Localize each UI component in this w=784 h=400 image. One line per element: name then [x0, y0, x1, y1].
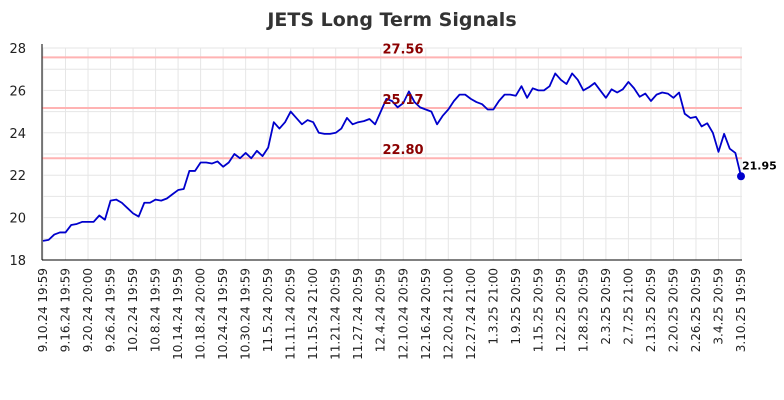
x-tick-label: 2.13.25 20:59 — [644, 268, 658, 352]
x-tick-label: 10.18.24 20:00 — [194, 268, 208, 360]
x-tick-label: 11.27.24 20:59 — [351, 268, 365, 360]
price-series — [42, 72, 742, 242]
chart-title: JETS Long Term Signals — [265, 9, 516, 31]
signal-line-label: 27.56 — [382, 42, 423, 57]
y-axis-ticks: 18 20 22 24 26 28 — [9, 42, 26, 269]
chart-grid — [42, 47, 742, 261]
signal-line-label: 25.17 — [382, 93, 423, 108]
x-tick-label: 9.10.24 19:59 — [36, 268, 50, 352]
y-tick-label: 24 — [9, 127, 26, 142]
x-tick-label: 1.22.25 20:59 — [554, 268, 568, 352]
x-tick-label: 12.27.24 21:00 — [464, 268, 478, 360]
x-tick-label: 9.26.24 19:59 — [104, 268, 118, 352]
x-tick-label: 12.4.24 20:59 — [374, 268, 388, 352]
x-tick-label: 9.16.24 19:59 — [59, 268, 73, 352]
x-tick-label: 12.16.24 20:59 — [419, 268, 433, 360]
y-tick-label: 22 — [9, 169, 26, 184]
x-axis-ticks: 9.10.24 19:59 9.16.24 19:59 9.20.24 20:00 9… — [36, 268, 748, 360]
chart-axes — [41, 44, 742, 261]
x-tick-label: 11.5.24 20:59 — [261, 268, 275, 352]
x-tick-label: 10.8.24 19:59 — [149, 268, 163, 352]
x-tick-label: 10.24.24 19:59 — [216, 268, 230, 360]
x-tick-label: 10.2.24 19:59 — [126, 268, 140, 352]
last-value-label: 21.95 — [742, 159, 777, 172]
x-tick-label: 1.3.25 21:00 — [486, 268, 500, 345]
signal-labels: 27.56 25.17 22.80 — [382, 42, 423, 158]
signal-lines — [42, 56, 742, 160]
series-line — [42, 72, 742, 242]
y-tick-label: 26 — [9, 84, 26, 99]
signal-line-label: 22.80 — [382, 143, 423, 158]
y-tick-label: 20 — [9, 212, 26, 227]
x-tick-label: 1.28.25 20:59 — [576, 268, 590, 352]
x-tick-label: 9.20.24 20:00 — [81, 268, 95, 352]
x-tick-label: 3.10.25 19:59 — [734, 268, 748, 352]
x-tick-label: 2.7.25 21:00 — [621, 268, 635, 345]
y-tick-label: 28 — [9, 42, 26, 57]
last-value: 21.95 — [737, 159, 777, 181]
x-tick-label: 2.26.25 20:59 — [689, 268, 703, 352]
x-tick-label: 10.14.24 19:59 — [171, 268, 185, 360]
x-tick-label: 12.10.24 20:59 — [396, 268, 410, 360]
x-tick-label: 3.4.25 20:59 — [711, 268, 725, 345]
x-tick-label: 2.3.25 20:59 — [599, 268, 613, 345]
y-tick-label: 18 — [9, 254, 26, 269]
x-tick-label: 11.11.24 20:59 — [284, 268, 298, 360]
x-tick-label: 10.30.24 19:59 — [239, 268, 253, 360]
x-tick-label: 2.20.25 20:59 — [666, 268, 680, 352]
x-tick-label: 11.15.24 21:00 — [306, 268, 320, 360]
x-tick-label: 1.9.25 20:59 — [509, 268, 523, 345]
x-tick-label: 1.15.25 20:59 — [531, 268, 545, 352]
x-tick-label: 11.21.24 20:59 — [329, 268, 343, 360]
last-point-marker — [737, 172, 745, 181]
x-tick-label: 12.20.24 21:00 — [441, 268, 455, 360]
